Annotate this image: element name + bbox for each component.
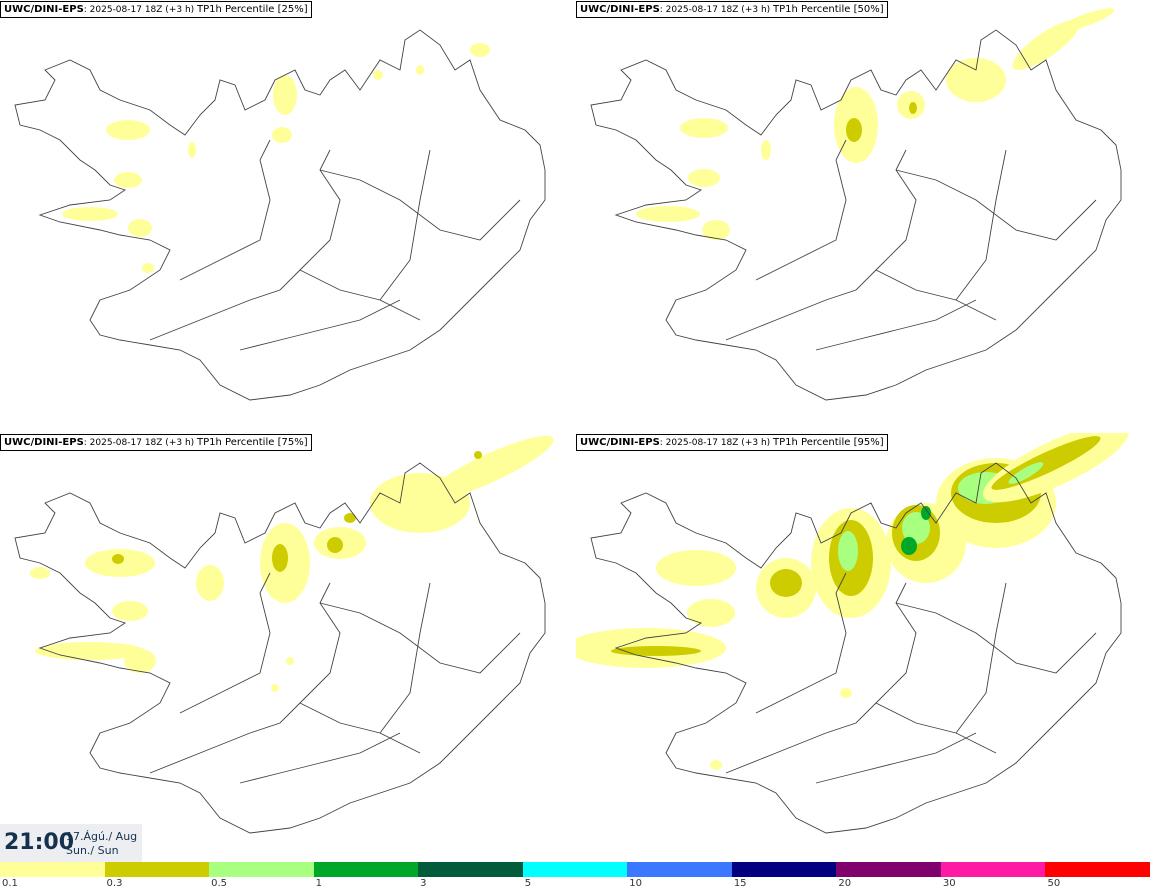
precip-blob [770, 569, 802, 597]
precip-blob [373, 70, 383, 80]
precip-blob [1057, 8, 1115, 32]
precip-blob [112, 554, 124, 564]
valid-time-date: 17.Ágú./ Aug Sun./ Sun [66, 830, 137, 858]
legend-swatch [627, 862, 733, 877]
legend-swatch [940, 862, 1046, 877]
map-panel-p95: UWC/DINI-EPS: 2025-08-17 18Z (+3 h) TP1h… [576, 433, 1150, 864]
precip-blob [124, 649, 156, 673]
legend-tick-label: 0.1 [2, 878, 18, 889]
precip-blob [680, 118, 728, 138]
precip-blob [470, 43, 490, 57]
precip-blob [761, 140, 771, 160]
precip-blob [30, 567, 50, 579]
precip-blob [710, 760, 722, 770]
precip-blob [840, 688, 852, 698]
legend-tick-label: 10 [629, 878, 642, 889]
precip-blob [272, 544, 288, 572]
precip-blob [687, 599, 735, 627]
legend-tick-label: 50 [1047, 878, 1061, 889]
precip-blob [271, 684, 279, 692]
precip-blob [474, 451, 482, 459]
precip-blob [273, 75, 297, 115]
precip-blob [1012, 20, 1080, 70]
precip-blob [142, 263, 154, 273]
iceland-map-p95 [576, 433, 1130, 834]
legend-tick-label: 15 [733, 878, 747, 889]
precip-blob [902, 512, 930, 544]
precip-blob [846, 118, 862, 142]
legend-tick-label: 30 [942, 878, 956, 889]
iceland-map-p75 [14, 435, 554, 834]
valid-time-box: 21:00 17.Ágú./ Aug Sun./ Sun [0, 824, 142, 862]
precip-blob [416, 65, 424, 75]
precip-blob [611, 646, 701, 656]
precip-blob [106, 120, 150, 140]
precip-blob [838, 531, 858, 571]
legend-swatch [418, 862, 524, 877]
map-panel-p25: UWC/DINI-EPS: 2025-08-17 18Z (+3 h) TP1h… [0, 0, 574, 431]
precip-blob [656, 550, 736, 586]
legend-swatch [209, 862, 315, 877]
precip-blob [62, 207, 118, 221]
legend-swatch [522, 862, 628, 877]
legend-swatch [731, 862, 837, 877]
panel-title: UWC/DINI-EPS: 2025-08-17 18Z (+3 h) TP1h… [0, 1, 312, 18]
legend-swatch [836, 862, 942, 877]
precip-blob [921, 506, 931, 520]
precip-blob [946, 58, 1006, 102]
iceland-outline [590, 462, 1122, 834]
precip-blob [344, 513, 356, 523]
precip-blob [909, 102, 917, 114]
legend-tick-label: 3 [420, 878, 427, 889]
valid-date-line2: Sun./ Sun [66, 844, 119, 857]
precip-areas [30, 435, 554, 692]
precip-blob [114, 172, 142, 188]
precip-blob [112, 601, 148, 621]
legend-tick-label: 0.3 [106, 878, 123, 889]
precip-color-legend: 0.1 0.3 0.5 1 3 5 10 15 20 30 50 [0, 862, 1150, 891]
legend-tick-label: 5 [524, 878, 532, 889]
panel-title: UWC/DINI-EPS: 2025-08-17 18Z (+3 h) TP1h… [576, 434, 888, 451]
map-panel-p75: UWC/DINI-EPS: 2025-08-17 18Z (+3 h) TP1h… [0, 433, 574, 864]
precip-areas [576, 433, 1130, 770]
iceland-outline [590, 29, 1122, 401]
precip-blob [196, 565, 224, 601]
legend-tick-label: 0.5 [211, 878, 227, 889]
precip-blob [636, 206, 700, 222]
panel-title: UWC/DINI-EPS: 2025-08-17 18Z (+3 h) TP1h… [576, 1, 888, 18]
legend-tick-label: 1 [315, 878, 322, 889]
legend-swatch [1045, 862, 1150, 877]
precip-blob [702, 220, 730, 240]
iceland-map-p50 [590, 8, 1122, 401]
legend-swatch [104, 862, 210, 877]
legend-tick-label: 20 [838, 878, 852, 889]
precip-blob [426, 435, 554, 501]
precip-blob [272, 127, 292, 143]
precip-areas [62, 43, 490, 273]
iceland-outline [14, 29, 546, 401]
precip-blob [901, 537, 917, 555]
map-panel-p50: UWC/DINI-EPS: 2025-08-17 18Z (+3 h) TP1h… [576, 0, 1150, 431]
precip-areas [636, 8, 1115, 240]
legend-swatch [0, 862, 106, 877]
precip-blob [327, 537, 343, 553]
iceland-outline [14, 462, 546, 834]
precip-blob [688, 169, 720, 187]
valid-time-clock: 21:00 [4, 830, 75, 855]
iceland-map-p25 [14, 29, 546, 401]
precip-blob [188, 142, 196, 158]
valid-date-line1: 17.Ágú./ Aug [66, 830, 138, 843]
precip-blob [1008, 462, 1044, 484]
precip-blob [286, 657, 294, 665]
legend-swatch [313, 862, 419, 877]
precip-blob [128, 219, 152, 237]
panel-title: UWC/DINI-EPS: 2025-08-17 18Z (+3 h) TP1h… [0, 434, 312, 451]
